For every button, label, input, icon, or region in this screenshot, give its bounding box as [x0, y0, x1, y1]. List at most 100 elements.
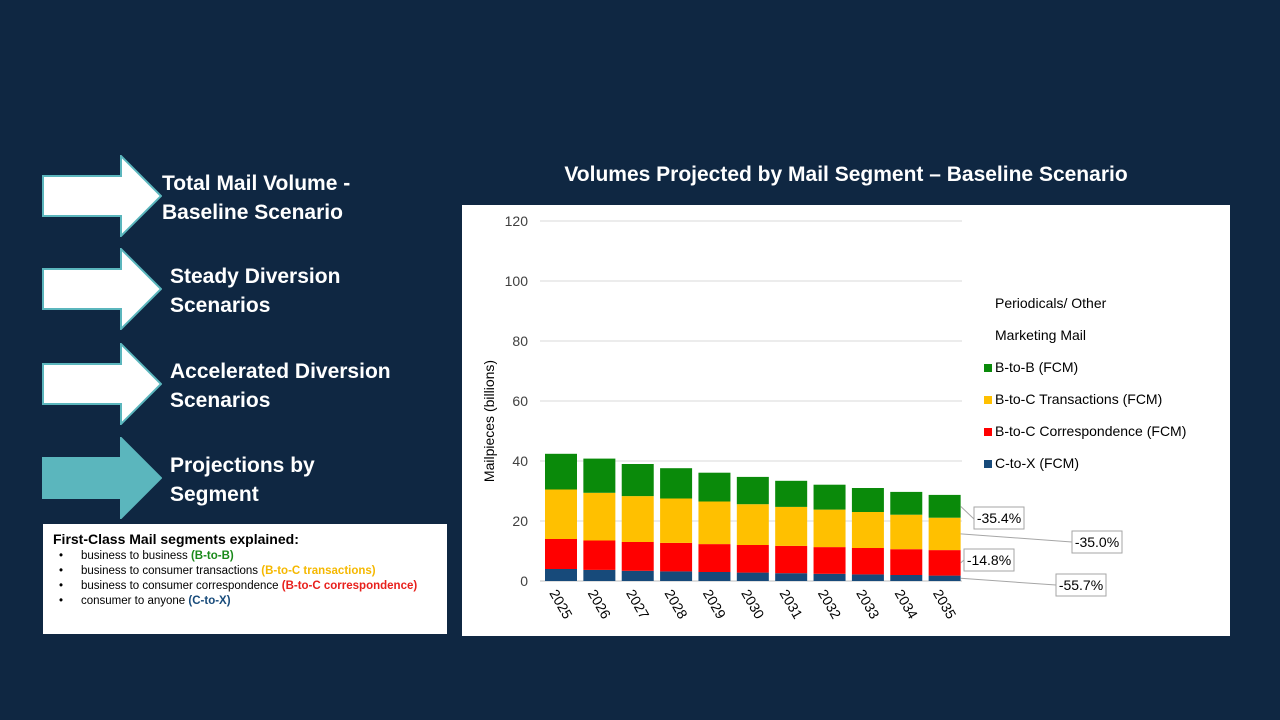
bar-segment [660, 542, 693, 572]
nav-label: Steady Diversion Scenarios [170, 265, 341, 317]
legend-label: B-to-C Correspondence (FCM) [995, 423, 1186, 439]
bar-segment [583, 540, 616, 570]
bar-segment [736, 572, 769, 581]
y-tick-label: 60 [512, 393, 528, 409]
legend-swatch [984, 428, 992, 436]
annotation-leader [960, 505, 975, 520]
bar-segment [775, 545, 808, 574]
bar-segment [698, 572, 731, 581]
chart-title: Volumes Projected by Mail Segment – Base… [564, 163, 1128, 186]
annotation-leader [960, 559, 965, 564]
bar-segment [775, 573, 808, 581]
x-tick-label: 2033 [853, 587, 883, 622]
bar-segment [928, 550, 961, 576]
y-tick-label: 80 [512, 333, 528, 349]
bar-segment [660, 571, 693, 581]
arrow-shape [42, 248, 162, 330]
legend-swatch [984, 364, 992, 372]
annotation-box [963, 548, 1015, 572]
bar-segment [621, 464, 654, 497]
y-tick-label: 120 [505, 213, 529, 229]
bar-segment [621, 570, 654, 581]
y-tick-label: 100 [505, 273, 529, 289]
segments-explained-box: First-Class Mail segments explained: bus… [43, 524, 447, 634]
annotation-label: -35.0% [1075, 534, 1119, 550]
bar-segment [545, 453, 577, 490]
annotation-box [1055, 573, 1107, 597]
list-item: business to business (B-to-B) [59, 549, 437, 564]
nav-label: Projections by Segment [170, 454, 315, 506]
list-item: consumer to anyone (C-to-X) [59, 594, 437, 609]
x-tick-label: 2025 [546, 587, 576, 622]
bar-segment [660, 498, 693, 543]
bar-segment [890, 491, 923, 515]
bar-segment [890, 549, 923, 575]
nav-item-steady-diversion[interactable]: Steady Diversion Scenarios [42, 248, 462, 330]
segment-code: (B-to-C transactions) [261, 565, 376, 577]
bar-segment [928, 575, 961, 581]
segments-explained-title: First-Class Mail segments explained: [53, 531, 299, 547]
bar-segment [775, 480, 808, 507]
x-tick-label: 2028 [661, 587, 691, 622]
bar-segment [736, 545, 769, 573]
bar-segment [928, 494, 961, 518]
legend-label: C-to-X (FCM) [995, 455, 1079, 471]
nav-item-total-mail-volume[interactable]: Total Mail Volume - Baseline Scenario [42, 155, 462, 237]
y-axis-label: Mailpieces (billions) [481, 360, 497, 482]
legend-label: Periodicals/ Other [995, 295, 1107, 311]
segment-description: business to consumer correspondence [81, 580, 282, 592]
bar-segment [583, 492, 616, 541]
y-tick-label: 20 [512, 513, 528, 529]
annotation-box [1071, 530, 1123, 554]
y-tick-label: 0 [520, 573, 528, 589]
bar-segment [851, 512, 884, 548]
bar-segment [890, 514, 923, 550]
bar-segment [851, 574, 884, 581]
bar-segment [545, 569, 577, 581]
nav-item-projections-by-segment[interactable]: Projections by Segment [42, 437, 462, 519]
arrow-icon [42, 437, 162, 519]
arrow-shape [42, 437, 162, 519]
segment-description: business to business [81, 550, 191, 562]
bar-segment [698, 501, 731, 545]
bar-segment [890, 575, 923, 581]
segment-code: (C-to-X) [188, 595, 231, 607]
x-tick-label: 2031 [777, 587, 807, 622]
annotation-label: -35.4% [977, 510, 1021, 526]
x-tick-label: 2029 [700, 587, 730, 622]
bar-segment [583, 458, 616, 493]
x-tick-label: 2035 [930, 587, 960, 622]
annotation-label: -55.7% [1059, 577, 1103, 593]
nav-label: Total Mail Volume - Baseline Scenario [162, 172, 351, 224]
list-item: business to consumer transactions (B-to-… [59, 564, 437, 579]
bar-segment [736, 476, 769, 505]
nav-item-accelerated-diversion[interactable]: Accelerated Diversion Scenarios [42, 343, 462, 425]
bar-segment [660, 468, 693, 499]
bar-segment [736, 504, 769, 545]
bar-segment [851, 548, 884, 575]
legend-swatch [984, 460, 992, 468]
list-item: business to consumer correspondence (B-t… [59, 579, 437, 594]
y-tick-label: 40 [512, 453, 528, 469]
legend-label: Marketing Mail [995, 327, 1086, 343]
stacked-bar-chart: 0 20 40 60 80 100 120 Mailpieces (billions) 2025… [481, 213, 1186, 622]
segment-description: consumer to anyone [81, 595, 189, 607]
segments-list: business to business (B-to-B) business t… [53, 549, 437, 609]
bar-segment [813, 547, 846, 574]
arrow-icon [42, 343, 162, 425]
arrow-shape [42, 343, 162, 425]
bar-segment [583, 569, 616, 581]
segment-code: (B-to-B) [190, 550, 234, 562]
bar-segment [698, 472, 731, 502]
bar-segment [813, 484, 846, 510]
bar-segment [928, 517, 961, 551]
segment-description: business to consumer transactions [81, 565, 262, 577]
bar-segment [813, 509, 846, 548]
arrow-shape [42, 155, 162, 237]
x-tick-label: 2030 [738, 587, 768, 622]
legend-label: B-to-B (FCM) [995, 359, 1078, 375]
legend-swatch [984, 396, 992, 404]
bar-segment [621, 542, 654, 571]
bar-segment [698, 544, 731, 572]
bar-segment [813, 573, 846, 581]
